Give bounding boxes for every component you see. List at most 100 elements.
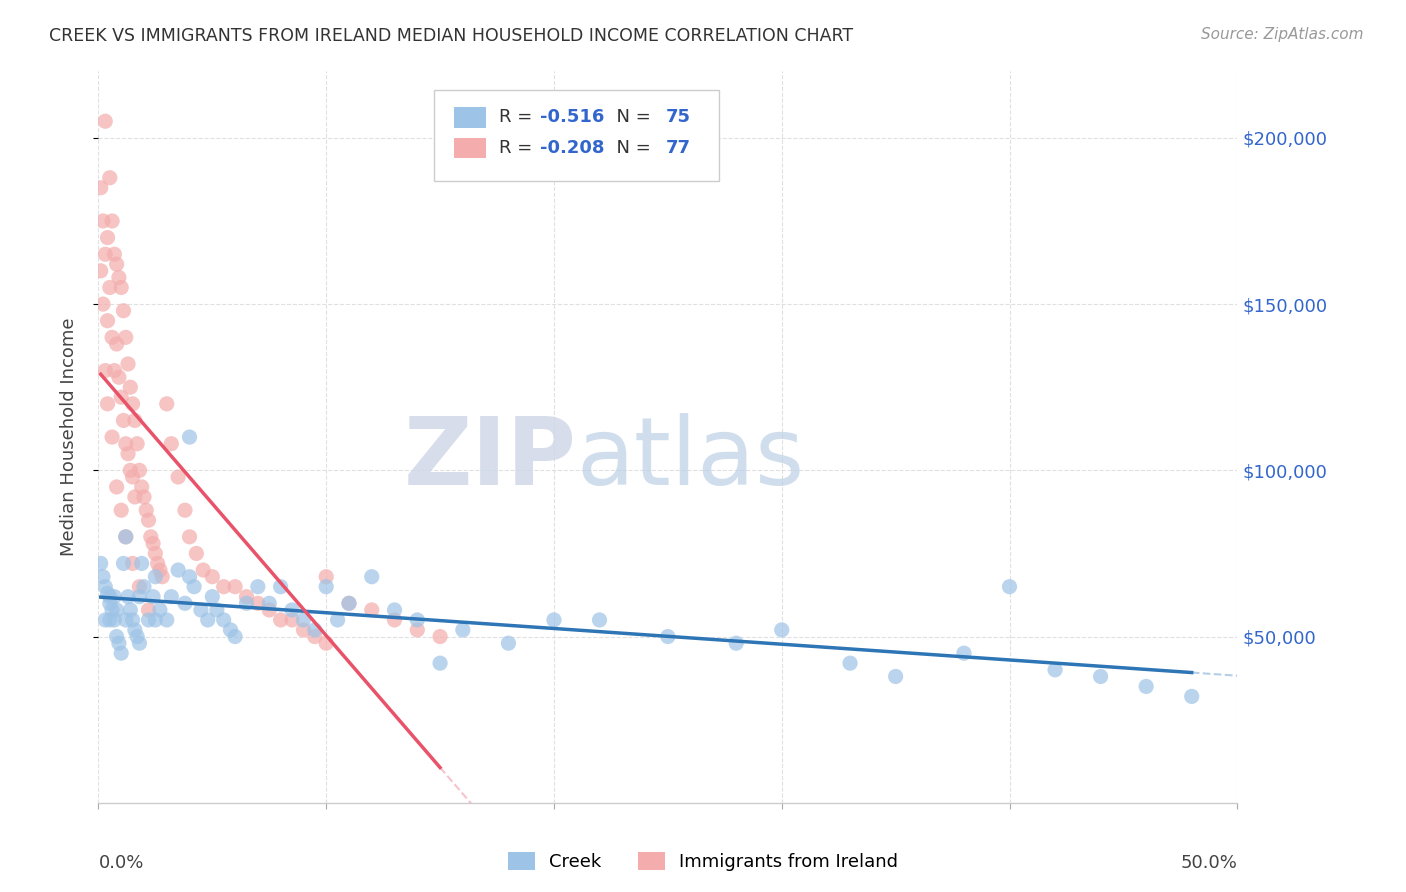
Point [103, 613, 125, 627]
Point [91, 570, 114, 584]
Point [124, 413, 146, 427]
Text: 77: 77 [665, 139, 690, 157]
Point [96, 586, 118, 600]
FancyBboxPatch shape [454, 107, 485, 128]
Point [197, 613, 219, 627]
Point [139, 530, 162, 544]
Point [167, 470, 190, 484]
Y-axis label: Median Household Income: Median Household Income [59, 318, 77, 557]
Point [110, 503, 132, 517]
Point [270, 613, 292, 627]
Point [315, 636, 337, 650]
Text: Source: ZipAtlas.com: Source: ZipAtlas.com [1201, 27, 1364, 42]
Point [337, 596, 360, 610]
Point [953, 646, 976, 660]
Point [360, 603, 382, 617]
Point [105, 480, 128, 494]
Point [108, 370, 131, 384]
Point [112, 557, 135, 571]
Point [90, 180, 112, 194]
Point [94, 613, 117, 627]
Point [131, 480, 153, 494]
Point [167, 563, 190, 577]
Point [128, 636, 150, 650]
Point [1090, 669, 1112, 683]
Point [101, 603, 124, 617]
Point [96, 314, 118, 328]
Point [246, 596, 269, 610]
Point [94, 363, 117, 377]
Point [91, 214, 114, 228]
Point [884, 669, 907, 683]
Point [98, 590, 121, 604]
Legend: Creek, Immigrants from Ireland: Creek, Immigrants from Ireland [501, 845, 905, 879]
Point [235, 596, 257, 610]
Point [657, 630, 679, 644]
Point [179, 570, 201, 584]
Point [94, 247, 117, 261]
Point [193, 563, 215, 577]
Point [839, 656, 862, 670]
Point [98, 613, 121, 627]
Point [384, 613, 406, 627]
Point [451, 623, 474, 637]
Text: R =: R = [499, 139, 538, 157]
Text: R =: R = [499, 109, 538, 127]
Point [326, 613, 349, 627]
Point [725, 636, 748, 650]
Point [205, 603, 228, 617]
Point [114, 613, 136, 627]
Point [142, 536, 165, 550]
Point [259, 603, 281, 617]
Point [98, 280, 121, 294]
Point [150, 570, 173, 584]
Point [1043, 663, 1066, 677]
Point [124, 623, 146, 637]
Point [142, 590, 165, 604]
Text: 50.0%: 50.0% [1181, 854, 1237, 872]
Point [429, 656, 451, 670]
Point [190, 603, 212, 617]
Point [201, 590, 224, 604]
Point [149, 603, 172, 617]
Point [406, 613, 429, 627]
Point [128, 463, 150, 477]
Point [127, 436, 149, 450]
Point [101, 430, 124, 444]
Point [105, 257, 128, 271]
Point [770, 623, 793, 637]
Point [315, 570, 337, 584]
Point [138, 613, 160, 627]
Point [201, 570, 224, 584]
Point [108, 270, 131, 285]
Text: N =: N = [605, 109, 657, 127]
Point [998, 580, 1021, 594]
Point [543, 613, 565, 627]
Point [114, 530, 136, 544]
Point [1135, 680, 1157, 694]
Point [292, 623, 315, 637]
Point [235, 590, 257, 604]
Point [219, 623, 242, 637]
Point [110, 646, 132, 660]
Text: atlas: atlas [576, 413, 806, 505]
Point [179, 530, 201, 544]
Point [98, 596, 121, 610]
Point [112, 413, 135, 427]
FancyBboxPatch shape [454, 138, 485, 159]
Point [145, 570, 167, 584]
Point [105, 630, 128, 644]
Point [90, 264, 112, 278]
Point [114, 530, 136, 544]
Point [281, 613, 304, 627]
Point [1181, 690, 1204, 704]
Point [246, 580, 269, 594]
Point [121, 557, 143, 571]
Text: 75: 75 [665, 109, 690, 127]
Point [156, 397, 179, 411]
Point [145, 546, 167, 560]
Point [90, 557, 112, 571]
Text: -0.208: -0.208 [540, 139, 605, 157]
Point [186, 546, 208, 560]
Point [124, 490, 146, 504]
